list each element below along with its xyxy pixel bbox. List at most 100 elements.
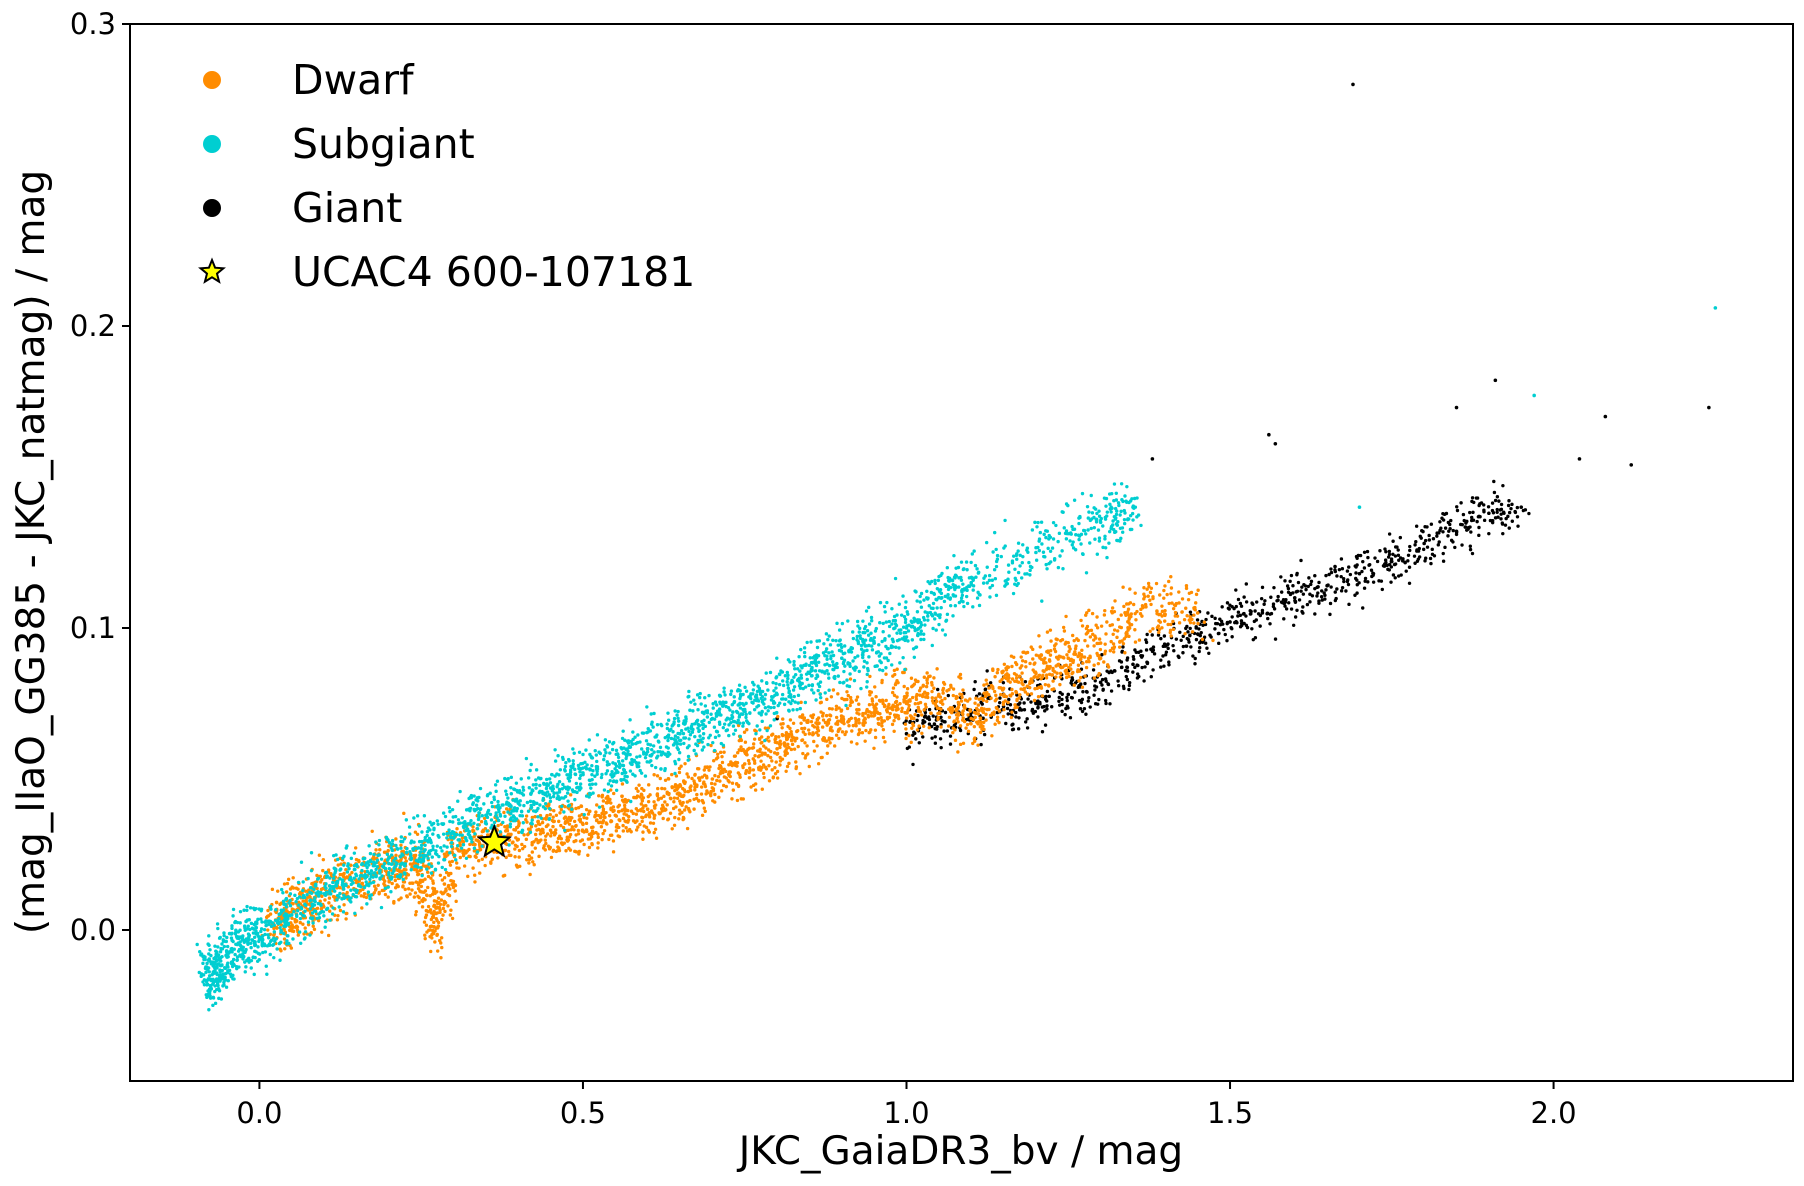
data-point-dwarf — [828, 741, 832, 745]
data-point-subgiant — [387, 866, 392, 871]
data-point-dwarf — [597, 813, 601, 818]
data-point-subgiant — [548, 796, 553, 800]
data-point-giant — [1060, 697, 1064, 702]
data-point-subgiant — [360, 868, 364, 873]
data-point-dwarf — [434, 916, 438, 921]
data-point-subgiant — [431, 832, 435, 836]
data-point-dwarf — [312, 927, 317, 932]
data-point-dwarf — [816, 725, 820, 730]
data-point-subgiant — [381, 864, 385, 869]
data-point-dwarf — [782, 741, 787, 745]
data-point-giant — [1202, 635, 1207, 639]
data-point-dwarf — [636, 789, 640, 793]
data-point-giant — [1320, 598, 1324, 602]
data-point-dwarf — [1111, 650, 1116, 654]
data-point-subgiant — [620, 759, 625, 763]
data-point-subgiant — [217, 996, 221, 1001]
data-point-dwarf — [971, 741, 975, 746]
data-point-giant — [1159, 658, 1163, 662]
data-point-subgiant — [489, 818, 494, 822]
data-point-dwarf — [1092, 663, 1096, 667]
data-point-dwarf — [437, 905, 442, 910]
data-point-giant — [1253, 609, 1257, 613]
data-point-dwarf — [709, 743, 713, 748]
data-point-dwarf — [1073, 650, 1077, 654]
data-point-subgiant — [409, 868, 413, 872]
data-point-subgiant — [285, 939, 289, 943]
data-point-dwarf — [1127, 621, 1131, 625]
data-point-dwarf — [537, 827, 541, 832]
data-point-dwarf — [707, 768, 711, 772]
data-point-dwarf — [994, 693, 998, 698]
data-point-dwarf — [907, 703, 911, 708]
data-point-subgiant — [374, 867, 378, 872]
data-point-giant — [1063, 712, 1067, 717]
data-point-dwarf — [574, 823, 578, 828]
data-point-dwarf — [857, 721, 861, 725]
data-point-giant — [1304, 587, 1308, 592]
data-point-dwarf — [1013, 703, 1017, 707]
data-point-dwarf — [1014, 676, 1019, 680]
data-point-subgiant — [253, 955, 257, 960]
data-point-dwarf — [464, 851, 468, 855]
data-point-dwarf — [712, 759, 716, 763]
data-point-dwarf — [360, 906, 364, 910]
data-point-dwarf — [692, 797, 696, 801]
data-point-dwarf — [546, 823, 550, 827]
data-point-dwarf — [1045, 664, 1050, 668]
data-point-dwarf — [698, 778, 702, 783]
data-point-dwarf — [1002, 694, 1006, 698]
data-point-dwarf — [1072, 638, 1076, 643]
data-point-subgiant — [277, 916, 281, 921]
data-point-dwarf — [513, 855, 517, 859]
data-point-giant — [1404, 569, 1408, 573]
data-point-dwarf — [713, 800, 717, 804]
data-point-subgiant — [229, 961, 234, 966]
data-point-dwarf — [974, 706, 979, 711]
data-point-subgiant — [253, 935, 257, 939]
data-point-giant — [1060, 692, 1064, 696]
data-point-dwarf — [503, 825, 507, 829]
data-point-dwarf — [1048, 659, 1052, 663]
data-point-giant — [1393, 545, 1398, 549]
data-point-dwarf — [785, 764, 790, 769]
data-point-giant — [1103, 677, 1108, 681]
data-point-subgiant — [445, 836, 449, 840]
data-point-subgiant — [369, 881, 373, 885]
data-point-giant — [1499, 502, 1504, 507]
data-point-giant — [1396, 548, 1400, 552]
data-point-subgiant — [207, 994, 211, 998]
data-point-dwarf — [1009, 654, 1014, 658]
data-point-dwarf — [816, 762, 821, 766]
data-point-dwarf — [730, 763, 734, 767]
data-point-dwarf — [1124, 634, 1128, 639]
data-point-dwarf — [1163, 613, 1167, 618]
data-point-giant — [1446, 520, 1451, 525]
data-point-dwarf — [1126, 613, 1131, 617]
data-point-dwarf — [584, 821, 589, 826]
data-point-dwarf — [830, 736, 834, 741]
data-point-subgiant — [241, 952, 245, 956]
data-point-giant — [1081, 690, 1085, 694]
data-point-dwarf — [501, 874, 506, 878]
data-point-dwarf — [713, 782, 717, 786]
data-point-dwarf — [393, 878, 397, 883]
data-point-dwarf — [832, 744, 837, 748]
data-point-subgiant — [435, 844, 439, 848]
data-point-dwarf — [431, 930, 435, 934]
data-point-giant — [1038, 702, 1042, 706]
data-point-subgiant — [566, 776, 571, 780]
data-point-subgiant — [352, 864, 357, 868]
data-point-subgiant — [403, 862, 408, 866]
data-point-giant — [1292, 596, 1297, 600]
data-point-dwarf — [426, 885, 430, 890]
data-point-subgiant — [295, 908, 300, 913]
data-point-giant — [1471, 510, 1475, 515]
data-point-dwarf — [841, 719, 846, 723]
data-point-subgiant — [340, 897, 344, 901]
data-point-giant — [1437, 540, 1441, 544]
data-point-dwarf — [1028, 661, 1032, 666]
data-point-subgiant — [331, 906, 335, 910]
data-point-dwarf — [601, 819, 606, 823]
data-point-giant — [1315, 594, 1319, 598]
